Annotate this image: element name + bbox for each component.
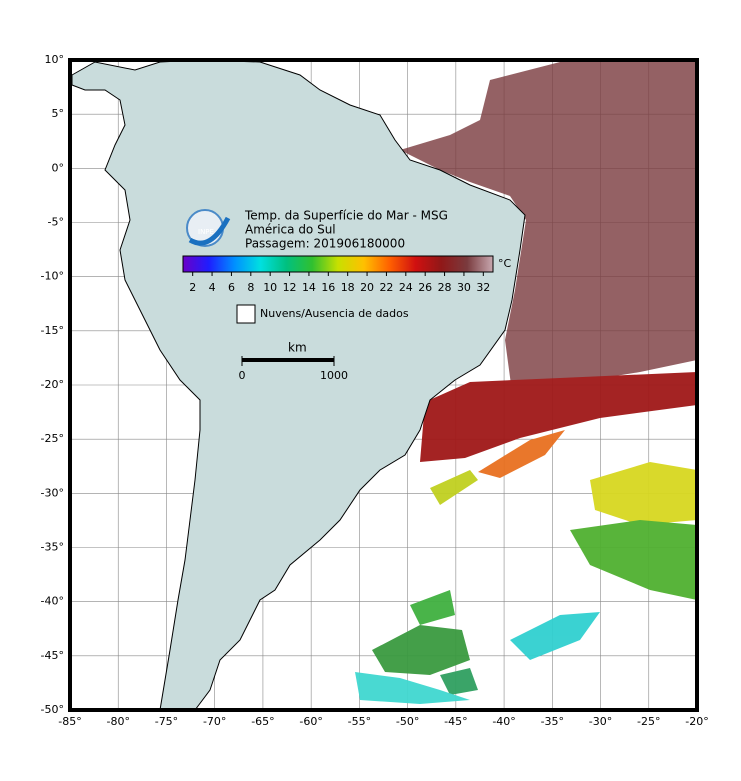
logo-text: INPE (198, 228, 214, 236)
lat-label: 0° (52, 161, 65, 174)
colorbar-label: 14 (302, 281, 316, 294)
frame (68, 58, 699, 712)
sst-green (410, 590, 455, 625)
lon-label: -80° (106, 715, 129, 728)
lon-label: -35° (541, 715, 564, 728)
sst-orange (478, 430, 565, 478)
lat-label: -10° (41, 270, 64, 283)
colorbar-label: 32 (476, 281, 490, 294)
colorbar-label: 30 (457, 281, 471, 294)
lat-label: -50° (41, 703, 64, 716)
legend-text: Nuvens/Ausencia de dados (260, 307, 409, 320)
colorbar-label: 18 (341, 281, 355, 294)
colorbar (182, 255, 494, 273)
colorbar-label: 8 (247, 281, 254, 294)
lat-label: 5° (52, 107, 65, 120)
sst-field (355, 60, 697, 704)
sst-yellow (590, 462, 697, 525)
scale-bar (242, 358, 334, 362)
sst-green (372, 625, 470, 675)
colorbar-label: 12 (283, 281, 297, 294)
lat-label: -20° (41, 378, 64, 391)
lat-label: -30° (41, 486, 64, 499)
colorbar-label: 10 (263, 281, 277, 294)
lon-label: -25° (637, 715, 660, 728)
lat-label: -25° (41, 432, 64, 445)
scale-unit: km (288, 341, 307, 355)
title: Temp. da Superfície do Mar - MSG (244, 209, 448, 223)
lon-label: -60° (299, 715, 322, 728)
sst-red (420, 372, 697, 462)
colorbar-label: 6 (228, 281, 235, 294)
sst-yellow (430, 470, 478, 505)
lon-label: -85° (58, 715, 81, 728)
colorbar-label: 26 (418, 281, 432, 294)
lat-label: -35° (41, 541, 64, 554)
lon-label: -20° (685, 715, 708, 728)
lat-label: 10° (45, 53, 65, 66)
colorbar-unit: °C (498, 257, 512, 270)
lon-label: -40° (492, 715, 515, 728)
logo-arrow (188, 216, 231, 246)
colorbar-label: 20 (360, 281, 374, 294)
scale-label: 0 (239, 369, 246, 382)
land (71, 59, 526, 711)
sst-cyan (510, 612, 600, 660)
lat-label: -5° (48, 216, 64, 229)
legend-swatch (236, 304, 256, 324)
sst-green (440, 668, 478, 695)
lon-label: -50° (396, 715, 419, 728)
lat-label: -15° (41, 324, 64, 337)
lon-label: -55° (348, 715, 371, 728)
lon-label: -45° (444, 715, 467, 728)
colorbar-label: 22 (379, 281, 393, 294)
lat-label: -45° (41, 649, 64, 662)
colorbar-label: 2 (189, 281, 196, 294)
region: América do Sul (245, 223, 336, 237)
lon-label: -75° (155, 715, 178, 728)
lat-label: -40° (41, 595, 64, 608)
colorbar-label: 4 (209, 281, 216, 294)
colorbar-label: 16 (321, 281, 335, 294)
sst-warm (400, 60, 697, 392)
sst-green (570, 520, 697, 600)
scale-label: 1000 (320, 369, 348, 382)
lon-label: -65° (251, 715, 274, 728)
lon-label: -30° (589, 715, 612, 728)
colorbar-label: 24 (399, 281, 413, 294)
pass-time: Passagem: 201906180000 (245, 237, 405, 251)
sst-cyan (355, 672, 470, 704)
colorbar-label: 28 (438, 281, 452, 294)
lon-label: -70° (203, 715, 226, 728)
